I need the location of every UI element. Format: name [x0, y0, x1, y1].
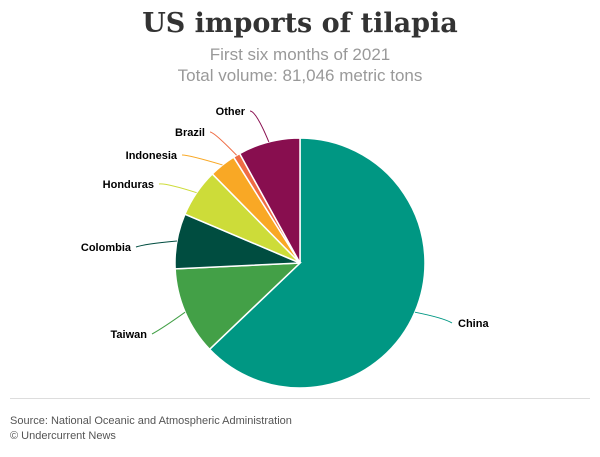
chart-title: US imports of tilapia: [142, 8, 458, 39]
pie-slice-china: [208, 137, 426, 389]
source-note: Source: National Oceanic and Atmospheric…: [10, 415, 292, 427]
pie-slice-taiwan: [174, 262, 302, 351]
pie-slice-other: [238, 137, 301, 264]
slice-label-brazil: Brazil: [175, 127, 205, 139]
connector-brazil: [209, 131, 237, 156]
connector-colombia: [135, 240, 178, 248]
connector-indonesia: [181, 154, 223, 166]
slice-label-indonesia: Indonesia: [126, 150, 178, 162]
footer-divider: [10, 398, 590, 399]
slice-label-taiwan: Taiwan: [111, 329, 148, 341]
slice-label-colombia: Colombia: [81, 242, 132, 254]
connector-honduras: [158, 183, 197, 194]
slice-label-honduras: Honduras: [103, 179, 154, 191]
connector-taiwan: [151, 311, 186, 335]
slice-label-other: Other: [216, 106, 246, 118]
connector-other: [249, 110, 270, 143]
slice-label-china: China: [458, 318, 489, 330]
chart-subtitle-period: First six months of 2021: [209, 45, 391, 64]
credit-note: © Undercurrent News: [10, 430, 116, 442]
connector-china: [414, 311, 453, 324]
chart-subtitle-total: Total volume: 81,046 metric tons: [177, 66, 423, 85]
